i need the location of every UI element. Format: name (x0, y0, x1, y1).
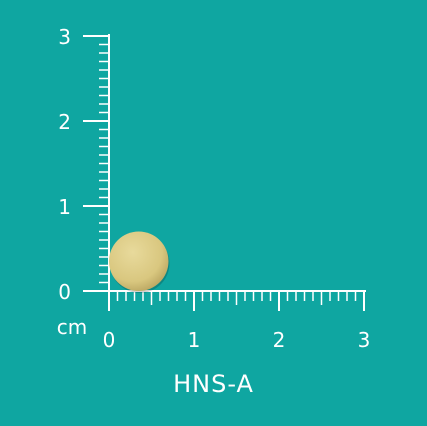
ruler-y-label: 1 (58, 195, 71, 219)
ruler-x-label: 0 (103, 328, 116, 352)
ruler-ticks (83, 34, 366, 311)
ruler-x-label: 3 (358, 328, 371, 352)
pill-layer (109, 231, 170, 293)
ruler-y-label: 3 (58, 25, 71, 49)
ruler-y-label: 2 (58, 110, 71, 134)
product-name: HNS-A (173, 370, 254, 398)
ruler-labels: 0 1 2 3 0 1 2 3 cm (57, 25, 371, 352)
ruler-x-label: 1 (188, 328, 201, 352)
ruler-unit-label: cm (57, 315, 87, 339)
ruler-x-label: 2 (273, 328, 286, 352)
pill (109, 231, 169, 291)
ruler-y-label: 0 (58, 280, 71, 304)
